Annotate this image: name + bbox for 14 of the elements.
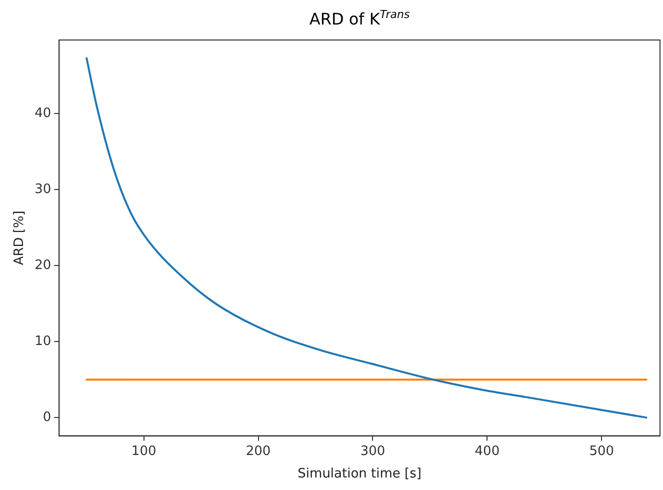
x-tick-label: 500 xyxy=(589,444,614,459)
y-tick-label: 40 xyxy=(34,106,52,122)
chart-title: ARD of K$^{Trans}$ xyxy=(309,8,410,28)
x-tick-label: 100 xyxy=(131,444,156,459)
y-tick-label: 30 xyxy=(34,182,52,198)
y-tick-label: 20 xyxy=(34,258,52,274)
line-series xyxy=(86,57,648,419)
x-tick-label: 300 xyxy=(360,444,386,459)
x-tick-label: 400 xyxy=(474,444,500,459)
y-axis-title: ARD [%] xyxy=(12,210,28,266)
y-tick-label: 10 xyxy=(34,334,52,349)
x-tick-label: 200 xyxy=(246,444,271,459)
y-tick-label: 0 xyxy=(42,410,52,425)
x-axis-title: Simulation time [s] xyxy=(298,466,422,482)
